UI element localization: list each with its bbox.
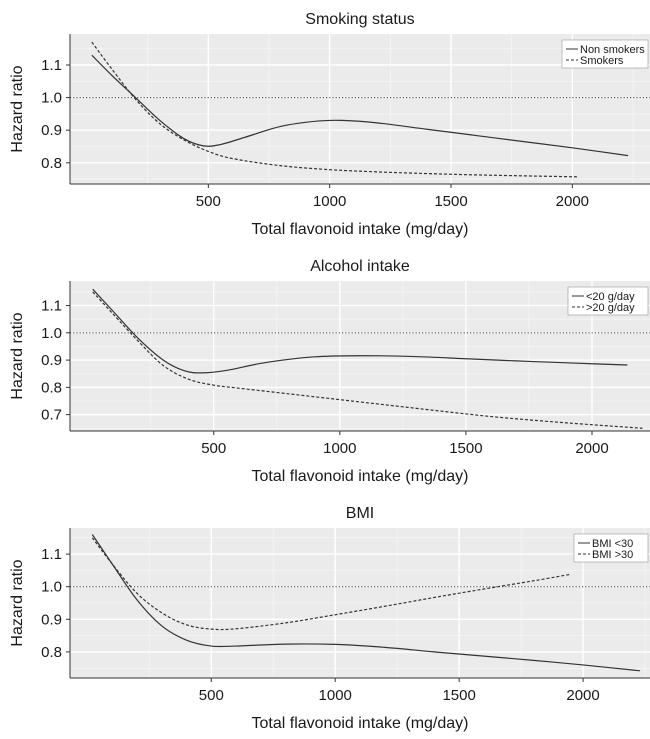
- legend-box: [573, 533, 649, 563]
- x-tick-label: 1500: [434, 193, 467, 210]
- chart-panel-alcohol: Alcohol intake 0.7 0.8 0.9 1.0 1.1 500 1000 1500…: [0, 247, 650, 491]
- y-tick-label: 1.0: [41, 325, 62, 342]
- y-axis-title: Hazard ratio: [9, 312, 26, 399]
- legend-label: BMI <30: [592, 538, 633, 550]
- chart-panel-smoking: Smoking status 0.8 0.9 1.0 1.1 500 1000 1500 200…: [0, 0, 650, 244]
- y-tick-label: 0.8: [41, 644, 62, 661]
- series-line-bmi-1: [91, 534, 641, 672]
- y-tick-label: 1.1: [41, 546, 62, 563]
- x-tick-label: 1500: [449, 440, 482, 457]
- x-tick-label: 1000: [323, 440, 356, 457]
- x-tick-label: 1000: [319, 687, 352, 704]
- chart-title: Alcohol intake: [310, 258, 410, 275]
- chart-svg-bmi: BMI 0.8 0.9 1.0 1.1 500 1000 1500 2000 Total flav…: [9, 505, 650, 732]
- legend-box: [567, 286, 649, 316]
- y-tick-label: 0.9: [41, 122, 62, 139]
- y-tick-label: 0.9: [41, 352, 62, 369]
- y-axis-title: Hazard ratio: [9, 559, 26, 646]
- x-tick-label: 2000: [556, 193, 589, 210]
- legend-label: Smokers: [580, 55, 624, 67]
- chart-panel-bmi: BMI 0.8 0.9 1.0 1.1 500 1000 1500 2000 Total flav…: [0, 494, 650, 738]
- y-tick-label: 1.0: [41, 90, 62, 107]
- legend-label: Non smokers: [580, 44, 645, 56]
- x-tick-label: 2000: [575, 440, 608, 457]
- plot-background: [70, 34, 650, 184]
- x-tick-label: 1500: [442, 687, 475, 704]
- series-line-bmi-2: [91, 537, 571, 631]
- chart-title: BMI: [346, 505, 374, 522]
- legend-label: <20 g/day: [586, 291, 635, 303]
- y-tick-label: 1.1: [41, 298, 62, 315]
- y-tick-label: 0.8: [41, 379, 62, 396]
- legend-box: [561, 39, 649, 69]
- legend-label: >20 g/day: [586, 302, 635, 314]
- x-axis-title: Total flavonoid intake (mg/day): [252, 715, 469, 732]
- chart-svg-smoking: Smoking status 0.8 0.9 1.0 1.1 500 1000 1500 200…: [9, 11, 650, 238]
- series-line-smoking-1: [91, 54, 629, 157]
- x-tick-label: 500: [201, 440, 226, 457]
- x-tick-label: 500: [199, 687, 224, 704]
- series-line-alcohol-1: [92, 288, 628, 374]
- series-line-alcohol-2: [92, 291, 643, 429]
- legend-label: BMI >30: [592, 549, 633, 561]
- x-axis-title: Total flavonoid intake (mg/day): [252, 221, 469, 238]
- x-axis-title: Total flavonoid intake (mg/day): [252, 468, 469, 485]
- series-line-smoking-2: [91, 41, 578, 178]
- x-tick-label: 2000: [566, 687, 599, 704]
- y-tick-label: 1.0: [41, 579, 62, 596]
- chart-title: Smoking status: [305, 11, 414, 28]
- y-tick-label: 1.1: [41, 57, 62, 74]
- y-tick-label: 0.9: [41, 611, 62, 628]
- x-tick-label: 1000: [313, 193, 346, 210]
- chart-svg-alcohol: Alcohol intake 0.7 0.8 0.9 1.0 1.1 500 1000 1500…: [9, 258, 650, 485]
- y-axis-title: Hazard ratio: [9, 65, 26, 152]
- y-tick-label: 0.8: [41, 155, 62, 172]
- y-tick-label: 0.7: [41, 407, 62, 424]
- x-tick-label: 500: [196, 193, 221, 210]
